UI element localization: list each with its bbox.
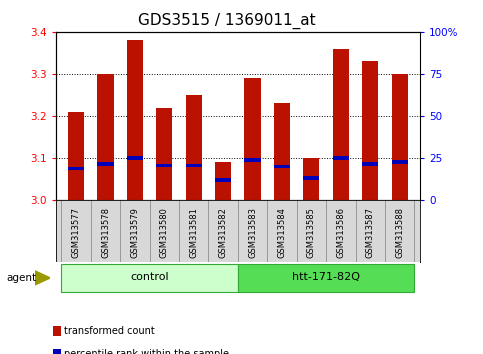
- Bar: [185, 164, 202, 167]
- Text: GSM313580: GSM313580: [160, 207, 169, 258]
- Bar: [303, 158, 319, 200]
- Bar: [215, 162, 231, 200]
- Bar: [333, 49, 349, 200]
- Text: GSM313578: GSM313578: [101, 207, 110, 258]
- Bar: [392, 160, 408, 164]
- Text: GSM313587: GSM313587: [366, 207, 375, 258]
- Text: GSM313586: GSM313586: [336, 207, 345, 258]
- Bar: [333, 156, 349, 160]
- Bar: [274, 165, 290, 168]
- Text: transformed count: transformed count: [64, 326, 155, 336]
- Bar: [244, 78, 261, 200]
- Text: percentile rank within the sample: percentile rank within the sample: [64, 349, 229, 354]
- FancyBboxPatch shape: [238, 263, 414, 292]
- Bar: [98, 162, 114, 166]
- Bar: [185, 95, 202, 200]
- Bar: [98, 74, 114, 200]
- FancyBboxPatch shape: [61, 263, 238, 292]
- Bar: [274, 103, 290, 200]
- Bar: [156, 164, 172, 167]
- Text: GSM313582: GSM313582: [219, 207, 227, 258]
- Text: GSM313584: GSM313584: [278, 207, 286, 258]
- Bar: [392, 74, 408, 200]
- Bar: [68, 167, 84, 170]
- Polygon shape: [35, 271, 50, 285]
- Bar: [362, 162, 378, 166]
- Text: GSM313581: GSM313581: [189, 207, 198, 258]
- Bar: [156, 108, 172, 200]
- Bar: [68, 112, 84, 200]
- Text: GSM313585: GSM313585: [307, 207, 316, 258]
- Bar: [127, 40, 143, 200]
- Bar: [244, 158, 261, 162]
- Text: GSM313577: GSM313577: [71, 207, 81, 258]
- Bar: [215, 178, 231, 182]
- Text: GSM313588: GSM313588: [395, 207, 404, 258]
- Text: htt-171-82Q: htt-171-82Q: [292, 272, 360, 282]
- Text: GDS3515 / 1369011_at: GDS3515 / 1369011_at: [138, 12, 316, 29]
- Text: GSM313579: GSM313579: [130, 207, 140, 258]
- Bar: [362, 61, 378, 200]
- Bar: [127, 156, 143, 160]
- Text: control: control: [130, 272, 169, 282]
- Text: agent: agent: [6, 273, 36, 283]
- Text: GSM313583: GSM313583: [248, 207, 257, 258]
- Bar: [303, 176, 319, 180]
